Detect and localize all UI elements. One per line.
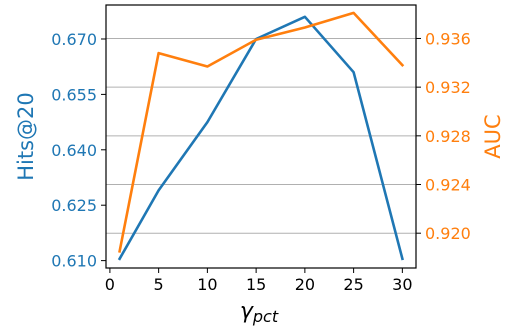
left-tick-label: 0.655 — [51, 85, 97, 104]
x-tick-label: 10 — [197, 275, 217, 294]
x-tick-label: 30 — [392, 275, 412, 294]
x-axis-title-subscript: pct — [252, 307, 279, 326]
right-tick-label: 0.936 — [425, 29, 471, 48]
x-tick-label: 20 — [295, 275, 315, 294]
x-axis-title: γpct — [240, 299, 279, 326]
left-tick-label: 0.610 — [51, 252, 97, 271]
right-axis-ticks: 0.920 0.924 0.928 0.932 0.936 — [416, 29, 471, 243]
series-line-auc — [118, 11, 405, 253]
right-tick-label: 0.924 — [425, 176, 471, 195]
left-axis-ticks: 0.610 0.625 0.640 0.655 0.670 — [51, 30, 106, 271]
right-tick-label: 0.932 — [425, 78, 471, 97]
right-tick-label: 0.920 — [425, 224, 471, 243]
x-tick-label: 25 — [343, 275, 363, 294]
left-tick-label: 0.640 — [51, 141, 97, 160]
series-layer — [117, 11, 405, 261]
x-axis-title-symbol: γ — [240, 299, 254, 324]
left-tick-label: 0.670 — [51, 30, 97, 49]
x-axis-ticks: 0 5 10 15 20 25 30 — [105, 268, 413, 294]
right-tick-label: 0.928 — [425, 127, 471, 146]
right-axis-title: AUC — [481, 114, 505, 158]
x-tick-label: 15 — [246, 275, 266, 294]
x-tick-label: 5 — [154, 275, 164, 294]
left-tick-label: 0.625 — [51, 196, 97, 215]
x-tick-label: 0 — [105, 275, 115, 294]
left-axis-title: Hits@20 — [14, 92, 38, 181]
plot-frame — [105, 4, 417, 269]
